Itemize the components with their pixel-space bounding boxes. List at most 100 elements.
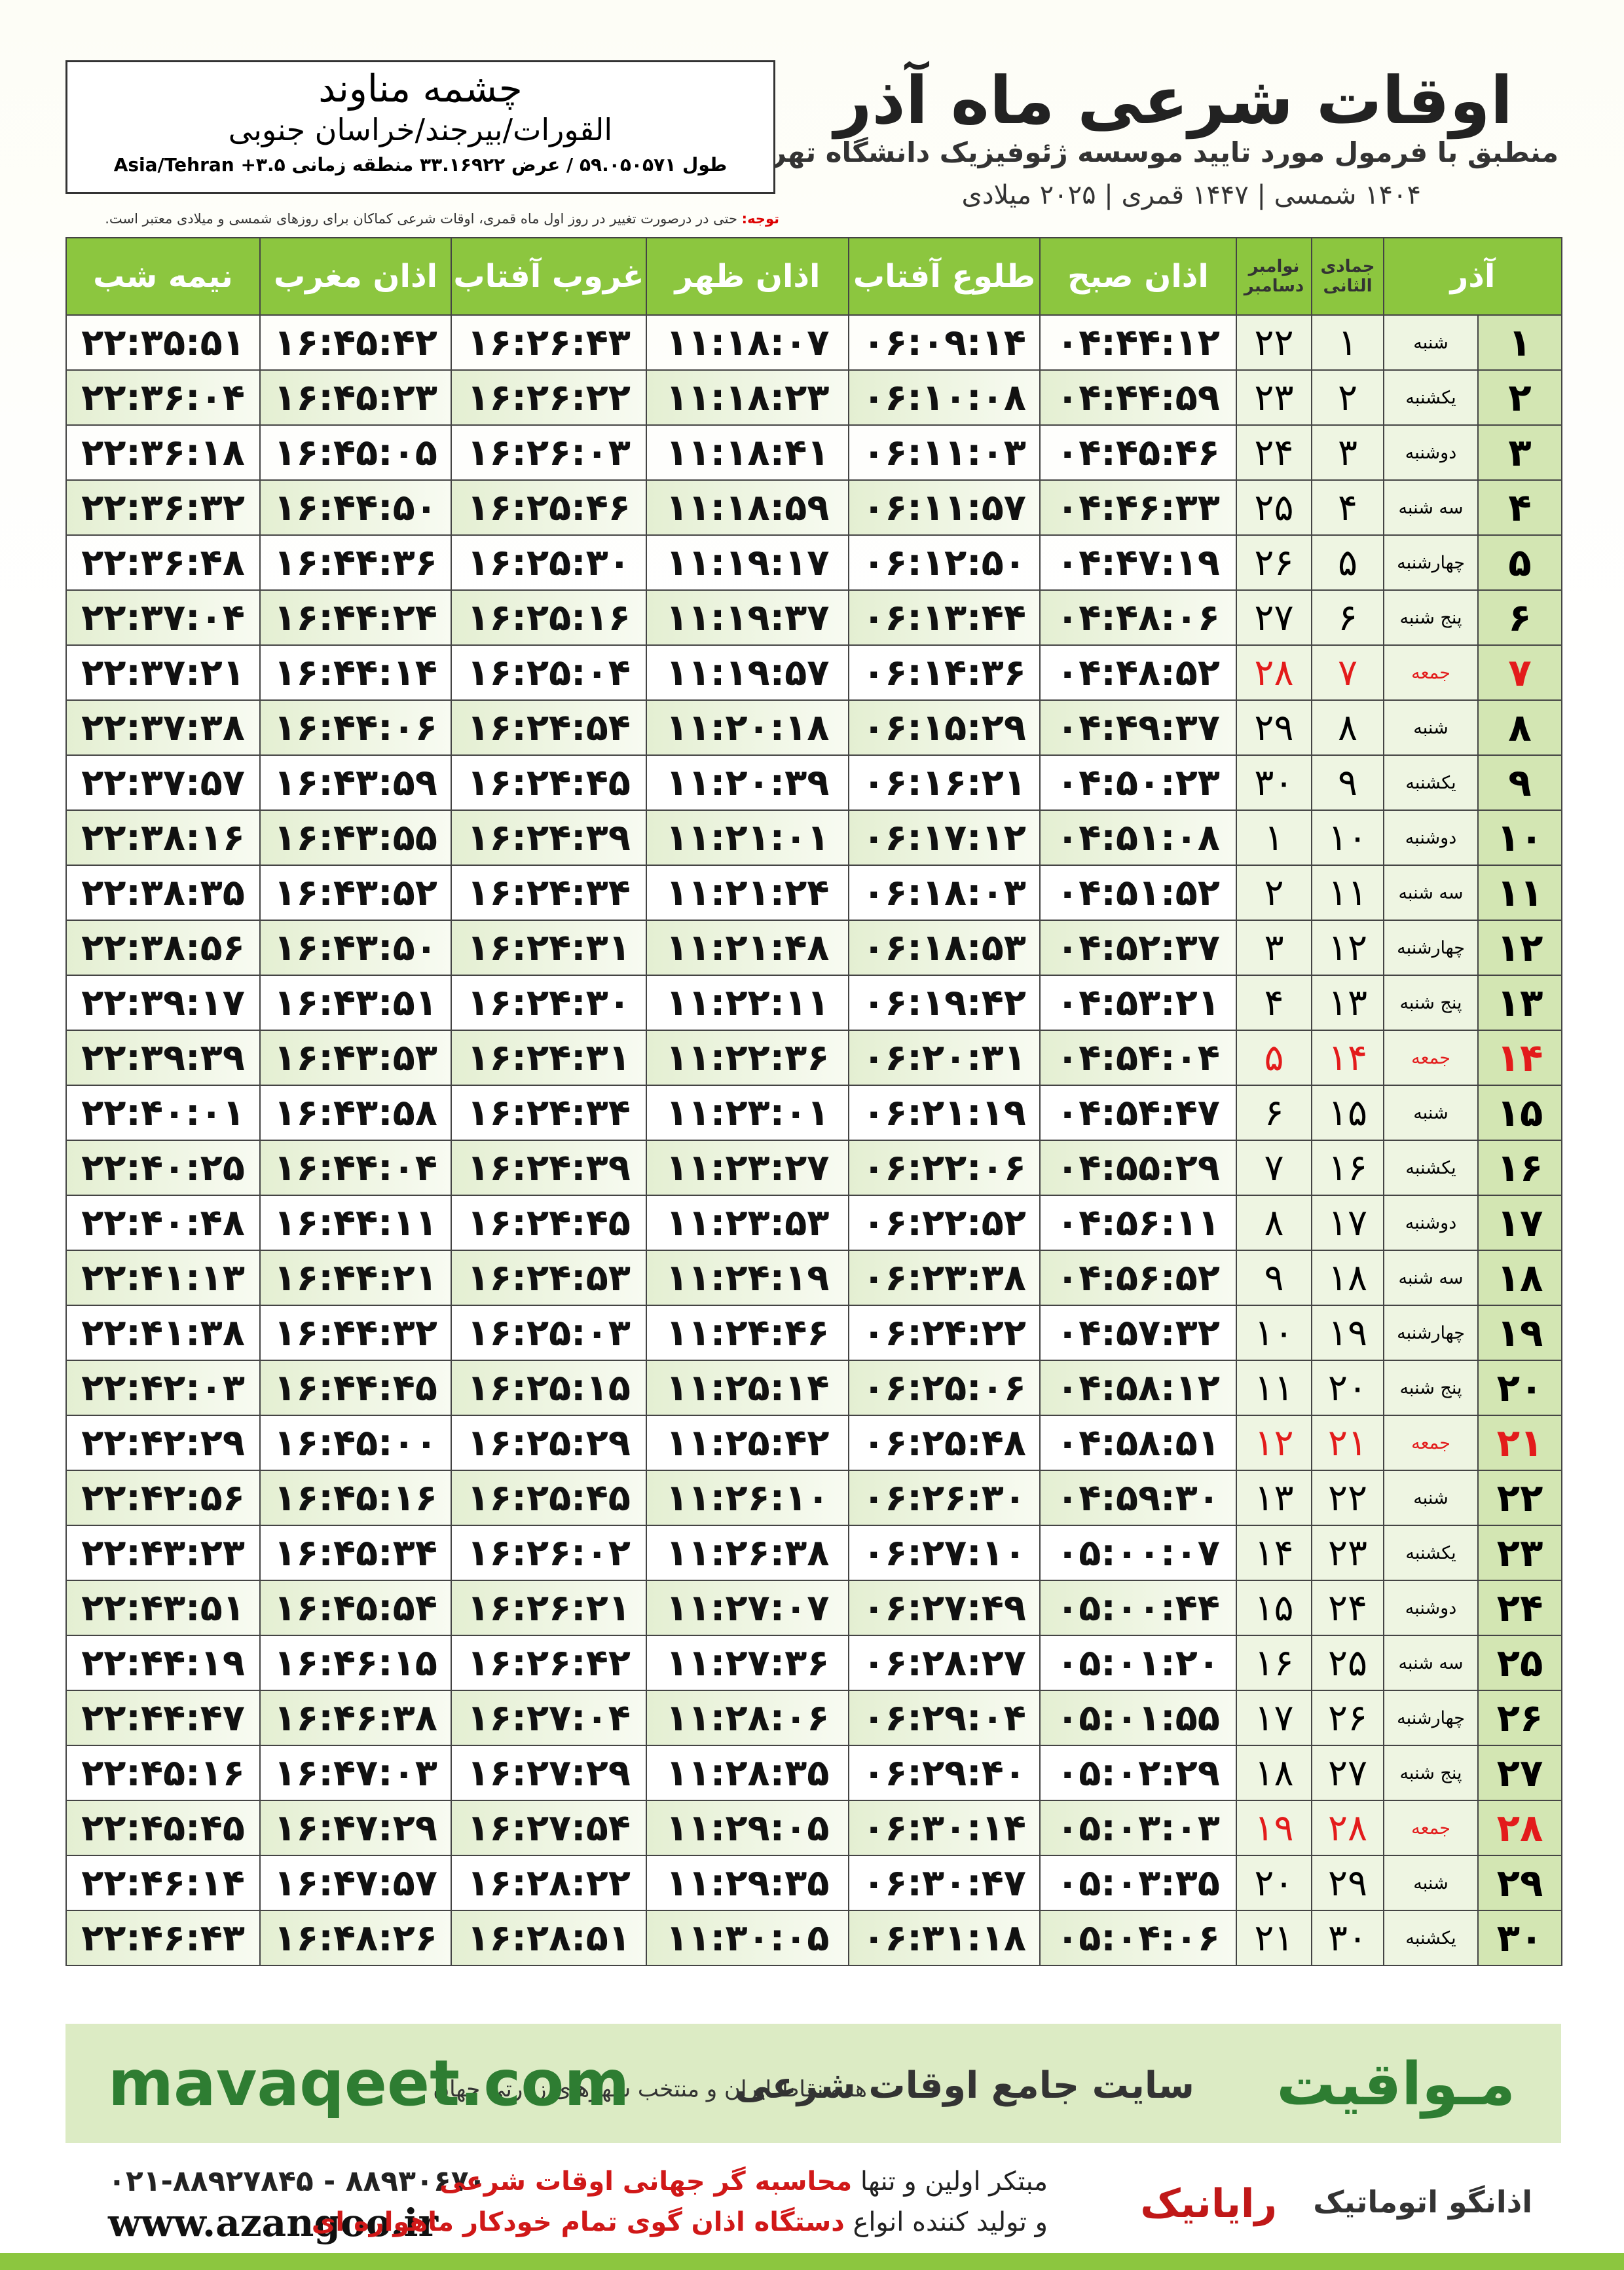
note-label: توجه: xyxy=(741,211,779,227)
table-cell: ۱۶:۲۵:۳۰ xyxy=(451,534,647,591)
table-cell: ۳۰ xyxy=(1236,754,1312,811)
table-cell: پنج شنبه xyxy=(1383,1745,1479,1801)
table-cell: ۰۶:۳۰:۴۷ xyxy=(848,1855,1041,1911)
table-cell: جمعه xyxy=(1383,1800,1479,1856)
table-cell: ۲۳ xyxy=(1311,1525,1384,1581)
table-cell: ۲۲:۴۱:۳۸ xyxy=(65,1305,261,1361)
header-cell: نیمه شب xyxy=(65,237,261,316)
table-cell: ۹ xyxy=(1236,1250,1312,1306)
table-cell: ۰۶:۲۹:۴۰ xyxy=(848,1745,1041,1801)
table-row: ۱۵ شنبه ۱۵ ۶ ۰۴:۵۴:۴۷ ۰۶:۲۱:۱۹ ۱۱:۲۳:۰۱ ۱۶:۲۴:۳… xyxy=(65,1085,1562,1141)
table-cell: ۲۰ xyxy=(1236,1855,1312,1911)
table-cell: ۰۶:۲۹:۰۴ xyxy=(848,1690,1041,1746)
table-cell: ۱۱:۱۹:۱۷ xyxy=(646,534,849,591)
table-cell: ۲۲:۳۶:۰۴ xyxy=(65,369,261,426)
table-cell: ۴ xyxy=(1311,479,1384,536)
table-cell: ۱۱:۲۸:۰۶ xyxy=(646,1690,849,1746)
header-label: جمادی الثانی xyxy=(1320,257,1375,296)
table-cell: ۱۰ xyxy=(1311,809,1384,866)
table-cell: ۰۶:۲۲:۵۲ xyxy=(848,1195,1041,1251)
table-cell: ۸ xyxy=(1236,1195,1312,1251)
table-cell: ۵ xyxy=(1477,534,1562,591)
table-cell: ۱۱:۲۴:۱۹ xyxy=(646,1250,849,1306)
table-cell: ۱۹ xyxy=(1311,1305,1384,1361)
table-cell: ۰۴:۴۴:۵۹ xyxy=(1039,369,1237,426)
table-cell: دوشنبه xyxy=(1383,424,1479,481)
table-cell: ۷ xyxy=(1311,644,1384,701)
table-cell: ۱۲ xyxy=(1477,920,1562,976)
table-cell: ۰۴:۵۰:۲۳ xyxy=(1039,754,1237,811)
table-cell: ۰۴:۴۸:۰۶ xyxy=(1039,589,1237,646)
table-cell: ۱۸ xyxy=(1477,1250,1562,1306)
table-cell: ۳ xyxy=(1311,424,1384,481)
table-cell: ۱۱:۱۸:۵۹ xyxy=(646,479,849,536)
table-cell: ۱۱:۲۰:۳۹ xyxy=(646,754,849,811)
website[interactable]: www.azangoo.ir xyxy=(108,2201,439,2245)
table-cell: یکشنبه xyxy=(1383,369,1479,426)
table-cell: ۱۷ xyxy=(1311,1195,1384,1251)
table-cell: ۱۶:۴۵:۴۲ xyxy=(259,314,452,371)
table-cell: ۱۵ xyxy=(1236,1580,1312,1636)
table-cell: ۲۲:۴۳:۲۳ xyxy=(65,1525,261,1581)
table-row: ۲۱ جمعه ۲۱ ۱۲ ۰۴:۵۸:۵۱ ۰۶:۲۵:۴۸ ۱۱:۲۵:۴۲ ۱۶:۲۵:… xyxy=(65,1415,1562,1471)
table-row: ۲۹ شنبه ۲۹ ۲۰ ۰۵:۰۳:۳۵ ۰۶:۳۰:۴۷ ۱۱:۲۹:۳۵ ۱۶:۲۸:… xyxy=(65,1855,1562,1911)
table-cell: ۱۱:۲۵:۱۴ xyxy=(646,1360,849,1416)
table-cell: ۱۶:۴۷:۰۳ xyxy=(259,1745,452,1801)
table-cell: ۱۳ xyxy=(1477,975,1562,1031)
table-cell: ۰۶:۱۳:۴۴ xyxy=(848,589,1041,646)
table-cell: ۱۶:۴۶:۳۸ xyxy=(259,1690,452,1746)
table-cell: ۲۲:۴۰:۰۱ xyxy=(65,1085,261,1141)
table-cell: شنبه xyxy=(1383,1470,1479,1526)
table-cell: شنبه xyxy=(1383,1855,1479,1911)
table-cell: ۱۶ xyxy=(1311,1140,1384,1196)
table-row: ۳ دوشنبه ۳ ۲۴ ۰۴:۴۵:۴۶ ۰۶:۱۱:۰۳ ۱۱:۱۸:۴۱ ۱۶:۲۶:… xyxy=(65,424,1562,481)
table-cell: ۰۶:۳۱:۱۸ xyxy=(848,1910,1041,1966)
table-cell: ۰۶:۱۹:۴۲ xyxy=(848,975,1041,1031)
table-cell: ۱۱:۲۲:۳۶ xyxy=(646,1030,849,1086)
table-cell: ۱۱:۲۳:۰۱ xyxy=(646,1085,849,1141)
table-row: ۱۴ جمعه ۱۴ ۵ ۰۴:۵۴:۰۴ ۰۶:۲۰:۳۱ ۱۱:۲۲:۳۶ ۱۶:۲۴:۳… xyxy=(65,1030,1562,1086)
table-cell: ۰۵:۰۱:۲۰ xyxy=(1039,1635,1237,1691)
header-cell: غروب آفتاب xyxy=(451,237,647,316)
banner-url[interactable]: mavaqeet.com xyxy=(108,2047,630,2120)
table-cell: جمعه xyxy=(1383,1415,1479,1471)
table-cell: ۳ xyxy=(1236,920,1312,976)
table-cell: ۱۱:۲۳:۲۷ xyxy=(646,1140,849,1196)
table-cell: ۲ xyxy=(1236,865,1312,921)
table-cell: ۰۶:۱۸:۰۳ xyxy=(848,865,1041,921)
table-cell: ۰۶:۲۷:۱۰ xyxy=(848,1525,1041,1581)
table-cell: ۳ xyxy=(1477,424,1562,481)
table-cell: ۱۱ xyxy=(1311,865,1384,921)
brand: اذانگو اتوماتیک xyxy=(1313,2184,1532,2220)
table-cell: ۲۵ xyxy=(1236,479,1312,536)
table-cell: ۱۲ xyxy=(1236,1415,1312,1471)
table-row: ۵ چهارشنبه ۵ ۲۶ ۰۴:۴۷:۱۹ ۰۶:۱۲:۵۰ ۱۱:۱۹:۱۷ ۱۶:۲… xyxy=(65,534,1562,591)
table-cell: ۰۴:۵۴:۰۴ xyxy=(1039,1030,1237,1086)
table-cell: ۱۶:۴۵:۰۵ xyxy=(259,424,452,481)
table-cell: ۲۲:۳۸:۵۶ xyxy=(65,920,261,976)
table-cell: ۸ xyxy=(1311,699,1384,756)
table-cell: دوشنبه xyxy=(1383,1580,1479,1636)
table-row: ۱۷ دوشنبه ۱۷ ۸ ۰۴:۵۶:۱۱ ۰۶:۲۲:۵۲ ۱۱:۲۳:۵۳ ۱۶:۲۴… xyxy=(65,1195,1562,1251)
table-cell: ۱۴ xyxy=(1236,1525,1312,1581)
line: مبتکر اولین و تنها xyxy=(860,2167,1048,2197)
table-cell: ۰۴:۴۷:۱۹ xyxy=(1039,534,1237,591)
table-cell: ۰۵:۰۰:۴۴ xyxy=(1039,1580,1237,1636)
table-cell: ۱۶:۲۵:۱۶ xyxy=(451,589,647,646)
table-cell: ۱۲ xyxy=(1311,920,1384,976)
table-cell: ۲۲:۳۷:۳۸ xyxy=(65,699,261,756)
table-cell: ۲۲:۳۸:۳۵ xyxy=(65,865,261,921)
table-row: ۲۲ شنبه ۲۲ ۱۳ ۰۴:۵۹:۳۰ ۰۶:۲۶:۳۰ ۱۱:۲۶:۱۰ ۱۶:۲۵:… xyxy=(65,1470,1562,1526)
table-cell: یکشنبه xyxy=(1383,1525,1479,1581)
table-cell: ۱۱:۲۵:۴۲ xyxy=(646,1415,849,1471)
location-box: چشمه مناوند القورات/بیرجند/خراسان جنوبی … xyxy=(65,60,775,194)
table-cell: ۱۹ xyxy=(1477,1305,1562,1361)
table-cell: ۲۶ xyxy=(1311,1690,1384,1746)
table-cell: ۱۱:۲۶:۱۰ xyxy=(646,1470,849,1526)
table-cell: ۹ xyxy=(1311,754,1384,811)
table-cell: ۱۶:۴۴:۴۵ xyxy=(259,1360,452,1416)
table-cell: ۰۴:۵۸:۵۱ xyxy=(1039,1415,1237,1471)
table-cell: دوشنبه xyxy=(1383,1195,1479,1251)
table-row: ۲۳ یکشنبه ۲۳ ۱۴ ۰۵:۰۰:۰۷ ۰۶:۲۷:۱۰ ۱۱:۲۶:۳۸ ۱۶:۲… xyxy=(65,1525,1562,1581)
